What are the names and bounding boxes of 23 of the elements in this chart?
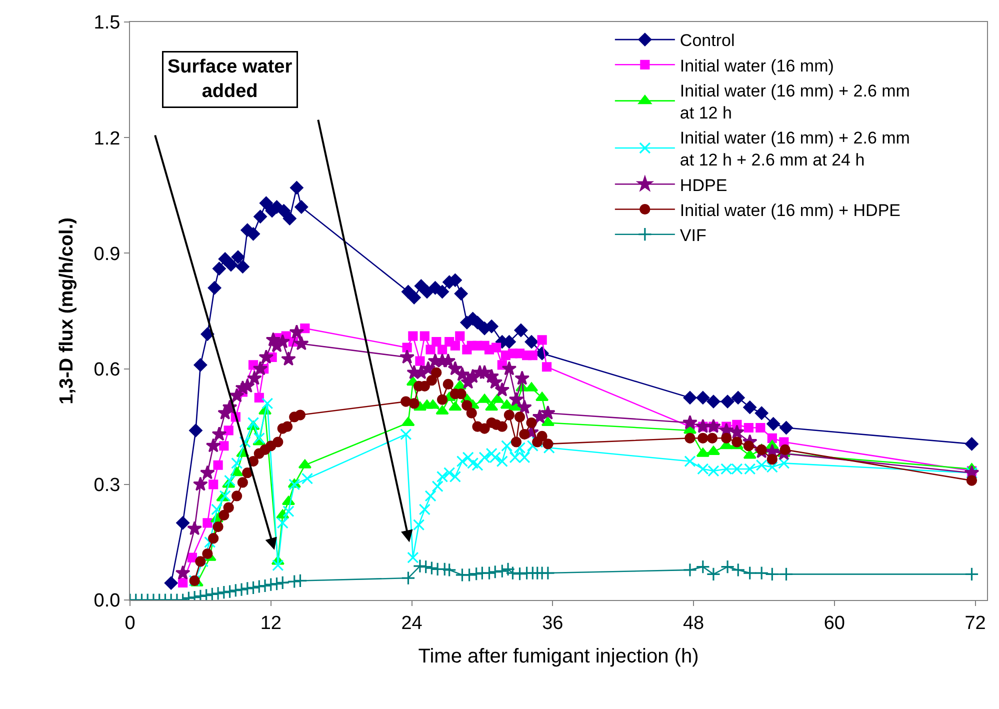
y-axis-title: 1,3-D flux (mg/h/col.) — [56, 218, 78, 404]
legend-label: Control — [680, 31, 735, 50]
annotation: Surface water added — [168, 56, 293, 102]
x-tick-label: 72 — [964, 612, 986, 634]
y-tick-label: 0.3 — [94, 475, 120, 496]
y-tick-label: 0.9 — [94, 244, 120, 265]
legend-label: Initial water (16 mm) + 2.6 mm at 12 h + 2.6 mm at 24 h — [680, 128, 910, 170]
x-tick-label: 60 — [824, 612, 845, 634]
x-axis-title: Time after fumigant injection (h) — [418, 645, 699, 668]
legend-label: Initial water (16 mm) + 2.6 mm at 12 h — [680, 81, 910, 122]
legend-label: HDPE — [680, 176, 728, 195]
y-tick-label: 0.6 — [94, 359, 120, 380]
legend-label: Initial water (16 mm) — [680, 56, 834, 76]
legend-label: Initial water (16 mm) + HDPE — [680, 200, 901, 220]
y-tick-label: 1.5 — [94, 12, 120, 34]
x-tick-label: 48 — [682, 612, 704, 634]
x-tick-label: 0 — [124, 612, 136, 634]
x-tick-label: 36 — [542, 612, 564, 634]
y-tick-label: 1.2 — [94, 128, 120, 150]
x-tick-label: 24 — [401, 612, 423, 634]
legend-label: VIF — [680, 226, 706, 245]
x-tick-label: 12 — [260, 612, 282, 634]
y-tick-label: 0.0 — [94, 590, 120, 612]
